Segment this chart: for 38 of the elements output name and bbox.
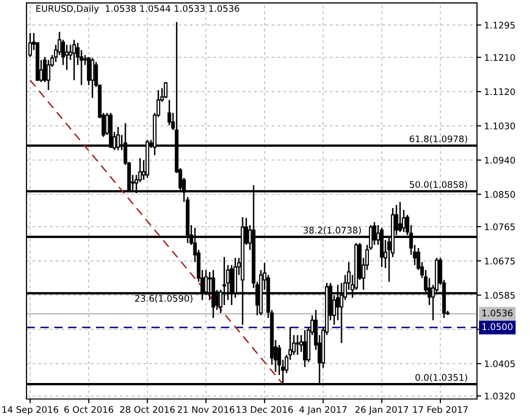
- candlestick: [164, 81, 168, 99]
- x-tick-label: 14 Sep 2016: [2, 406, 58, 415]
- y-tick-label: 1.1120: [484, 88, 515, 96]
- ref-line-label: 38.2(1.0738): [304, 226, 361, 235]
- candlestick: [296, 334, 300, 356]
- ref-line-label: 1.0536: [482, 310, 513, 316]
- x-tick-label: 17 Feb 2017: [413, 406, 468, 413]
- candlestick: [372, 221, 376, 246]
- candlestick: [90, 57, 94, 99]
- ref-line-label: 61.8(1.0978): [410, 135, 468, 144]
- chart-title: EURUSD,Daily 1.0538 1.0544 1.0533 1.0536: [36, 4, 240, 14]
- ref-line-label: 50.0(1.0858): [410, 180, 468, 189]
- x-tick-label: 6 Oct 2016: [64, 406, 114, 413]
- y-tick-label: 1.0320: [484, 392, 515, 400]
- x-tick-label: 21 Nov 2016: [178, 406, 234, 413]
- y-tick-label: 1.0405: [484, 360, 515, 368]
- ref-line-label: 0.0(1.0351): [415, 374, 468, 382]
- y-tick-label: 1.1210: [484, 54, 515, 61]
- y-tick-label: 1.0940: [484, 156, 515, 164]
- y-tick-label: 1.1030: [484, 122, 515, 130]
- y-tick-label: 1.0585: [484, 292, 515, 299]
- y-tick-label: 1.1295: [484, 22, 515, 29]
- ref-line-label: 23.6(1.0590): [135, 294, 192, 303]
- candlestick: [46, 59, 50, 91]
- y-tick-label: 1.0850: [484, 191, 515, 198]
- y-tick-label: 1.0675: [484, 258, 515, 264]
- candlestick: [303, 329, 307, 368]
- candlestick: [168, 99, 172, 126]
- x-tick-label: 26 Jan 2017: [355, 406, 408, 415]
- x-tick-label: 28 Oct 2016: [120, 406, 175, 413]
- candlestick: [64, 44, 69, 71]
- ref-line-label: 1.0500: [482, 323, 512, 330]
- x-tick-label: 4 Jan 2017: [299, 406, 347, 415]
- candlestick: [398, 201, 402, 233]
- candlestick: [72, 39, 76, 81]
- candlestick: [116, 126, 120, 151]
- y-tick-label: 1.0765: [484, 223, 515, 230]
- x-tick-label: 13 Dec 2016: [236, 406, 293, 413]
